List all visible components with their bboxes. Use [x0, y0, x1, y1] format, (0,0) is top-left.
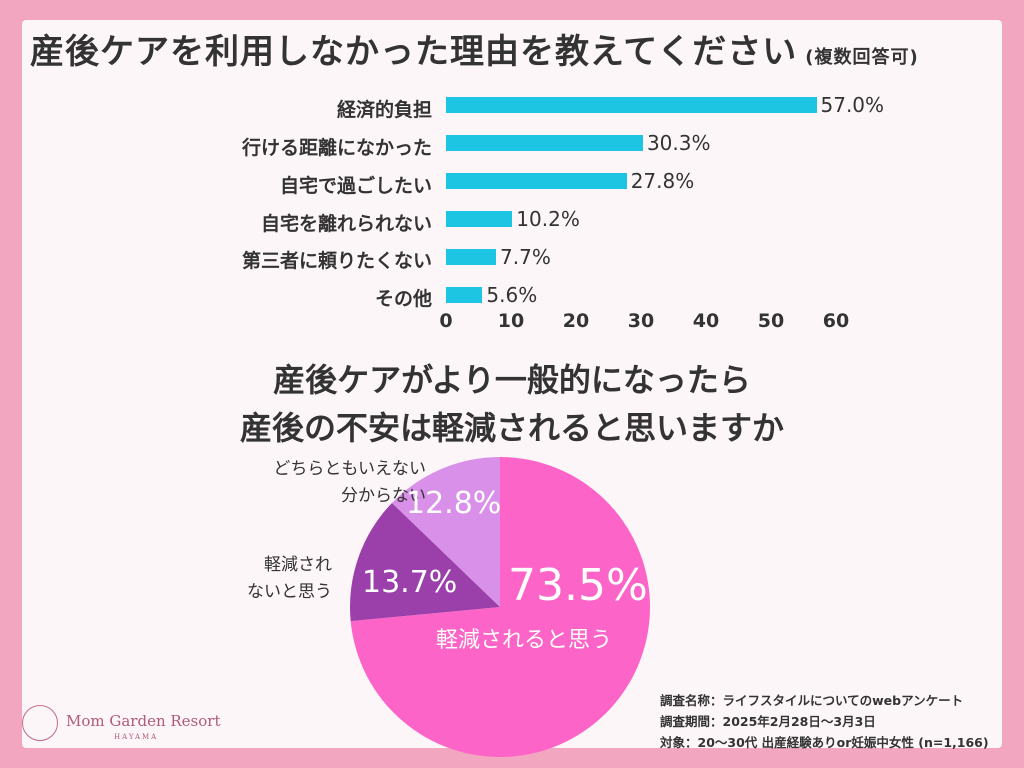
survey-period-note: 調査期間：2025年2月28日〜3月3日 [660, 714, 876, 729]
logo-sub: HAYAMA [114, 733, 159, 741]
category-label: 自宅を離れられない [260, 213, 432, 235]
x-tick-label: 50 [757, 310, 785, 332]
bar-value-label: 27.8% [630, 169, 695, 193]
category-label: 行ける距離になかった [241, 137, 432, 159]
slice-value-reduce-no: 13.7% [362, 565, 458, 600]
x-tick-label: 10 [497, 310, 525, 332]
x-tick-label: 40 [692, 310, 720, 332]
category-label: その他 [374, 288, 432, 310]
bar [446, 287, 483, 303]
slice-label-reduce-no-line-1: 軽減され [264, 555, 332, 575]
bar [446, 211, 513, 227]
x-tick-label: 0 [439, 310, 453, 332]
bar-value-label: 30.3% [646, 131, 711, 155]
slice-label-unknown-line-1: どちらともいえない [273, 459, 426, 479]
pie-slice-reduce-no [350, 502, 500, 622]
slice-label-reduce-yes: 軽減されると思う [436, 628, 613, 653]
bar-value-label: 57.0% [820, 93, 885, 117]
bar-value-label: 7.7% [500, 245, 551, 269]
x-tick-label: 20 [562, 310, 590, 332]
logo-name: Mom Garden Resort [66, 712, 221, 730]
slice-label-reduce-no-line-2: ないと思う [247, 582, 332, 602]
category-label: 第三者に頼りたくない [241, 250, 432, 272]
bar [446, 97, 817, 113]
bar-chart-title-text: 産後ケアを利用しなかった理由を教えてください [30, 32, 798, 72]
bar-value-label: 10.2% [516, 207, 580, 231]
bar-chart-subtitle: (複数回答可) [805, 47, 919, 68]
slice-value-unknown: 12.8% [406, 486, 502, 521]
bar-value-label: 5.6% [486, 283, 538, 307]
pie-slice-reduce-yes [350, 457, 651, 757]
category-label: 経済的負担 [336, 99, 432, 121]
slice-label-unknown: どちらともいえない 分からない [273, 456, 426, 510]
bar [446, 135, 643, 151]
survey-target-note: 対象：20〜30代 出産経験ありor妊娠中女性 (n=1,166) [660, 735, 989, 750]
slice-label-unknown-line-2: 分からない [341, 486, 426, 506]
pie-chart-title-line-2: 産後の不安は軽減されると思いますか [239, 409, 784, 447]
category-label: 自宅で過ごしたい [279, 175, 432, 197]
slice-value-reduce-yes: 73.5% [508, 560, 648, 611]
slice-label-reduce-no: 軽減され ないと思う [247, 552, 332, 606]
logo-icon [22, 705, 58, 741]
bar [446, 249, 497, 265]
x-tick-label: 30 [627, 310, 655, 332]
x-tick-label: 60 [822, 310, 850, 332]
pie-chart-title-line-1: 産後ケアがより一般的になったら [273, 361, 751, 399]
survey-name-note: 調査名称：ライフスタイルについてのwebアンケート [660, 693, 964, 708]
bar [446, 173, 627, 189]
pie-slice-unknown [391, 457, 500, 607]
bar-chart-title: 産後ケアを利用しなかった理由を教えてください (複数回答可) [30, 24, 990, 73]
